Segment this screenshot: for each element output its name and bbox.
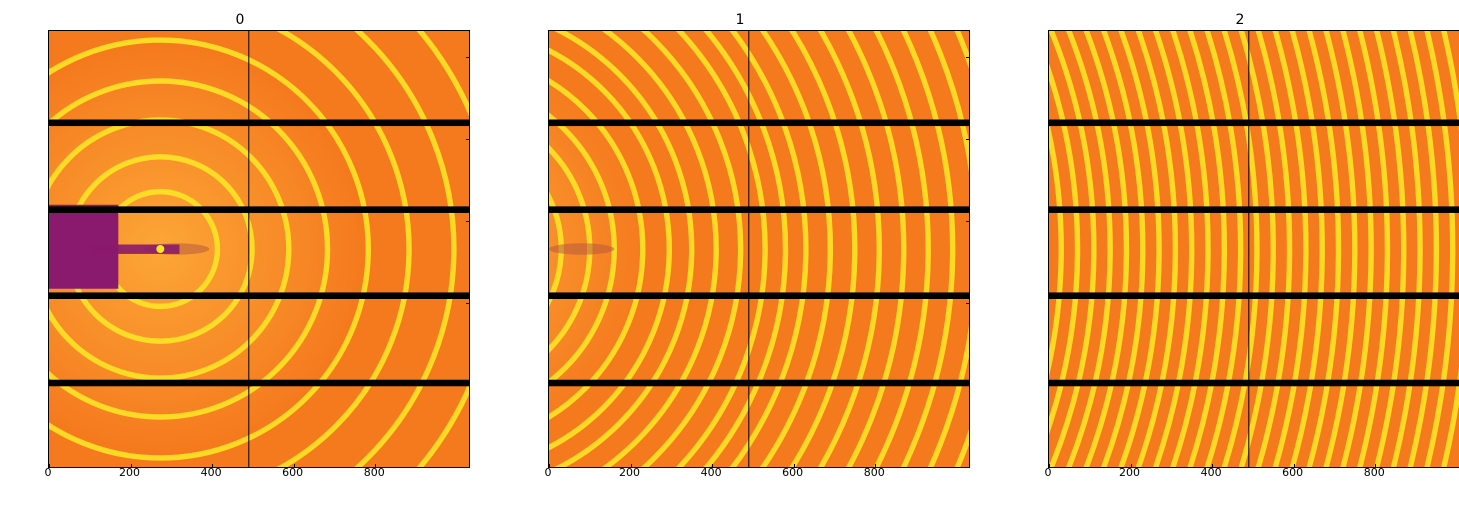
detector-gap-bar: [1049, 292, 1459, 299]
y-tick-mark: [966, 139, 970, 140]
x-tick-label: 200: [119, 466, 140, 479]
panel-title: 2: [1236, 12, 1245, 28]
x-tick-label: 800: [364, 466, 385, 479]
detector-gap-bar: [1049, 380, 1459, 387]
y-tick-mark: [966, 467, 970, 468]
detector-gap-bar: [49, 292, 469, 299]
y-tick-mark: [966, 385, 970, 386]
detector-gap-bar: [49, 380, 469, 387]
y-tick-mark: [966, 303, 970, 304]
x-tick-label: 0: [45, 466, 52, 479]
y-tick-mark: [466, 57, 470, 58]
y-tick-mark: [466, 139, 470, 140]
x-tick-label: 200: [619, 466, 640, 479]
beam-flare: [549, 243, 614, 254]
diffraction-image: [49, 31, 469, 467]
detector-gap-bar: [549, 380, 969, 387]
x-tick-label: 600: [782, 466, 803, 479]
x-tick-label: 800: [864, 466, 885, 479]
x-tick-label: 600: [1282, 466, 1303, 479]
beamstop-arm: [90, 244, 180, 253]
detector-gap-bar: [549, 292, 969, 299]
y-tick-mark: [466, 467, 470, 468]
x-tick-label: 0: [545, 466, 552, 479]
panel-title: 1: [736, 12, 745, 28]
detector-gap-bar: [49, 206, 469, 213]
y-tick-mark: [466, 385, 470, 386]
detector-gap-bar: [549, 120, 969, 127]
y-tick-mark: [466, 303, 470, 304]
y-tick-mark: [466, 221, 470, 222]
detector-gap-bar: [549, 206, 969, 213]
panel-1: 1 020040060080010000 200 400 600 800: [510, 12, 970, 490]
x-tick-label: 400: [201, 466, 222, 479]
panel-title: 0: [236, 12, 245, 28]
x-tick-label: 800: [1364, 466, 1385, 479]
figure: 0020040060080010000200400600800102004006…: [0, 0, 1459, 510]
axes-area: 020040060080010000 200 400 600 800: [1010, 30, 1459, 490]
x-tick-label: 200: [1119, 466, 1140, 479]
x-tick-label: 0: [1045, 466, 1052, 479]
x-tick-label: 400: [701, 466, 722, 479]
plot-box: 02004006008001000: [1048, 30, 1459, 468]
detector-gap-bar: [49, 120, 469, 127]
plot-box: 02004006008001000: [48, 30, 470, 468]
axes-area: 020040060080010000 200 400 600 800: [10, 30, 470, 490]
y-tick-mark: [966, 57, 970, 58]
diffraction-image: [1049, 31, 1459, 467]
plot-box: 02004006008001000: [548, 30, 970, 468]
x-tick-label: 600: [282, 466, 303, 479]
x-tick-label: 400: [1201, 466, 1222, 479]
y-tick-mark: [966, 221, 970, 222]
beam-center: [156, 245, 164, 253]
detector-gap-bar: [1049, 206, 1459, 213]
axes-area: 020040060080010000 200 400 600 800: [510, 30, 970, 490]
panel-0: 0020040060080010000200400600800: [10, 12, 470, 490]
panel-2: 2 020040060080010000 200 400 600 800: [1010, 12, 1459, 490]
diffraction-image: [549, 31, 969, 467]
detector-gap-bar: [1049, 120, 1459, 127]
